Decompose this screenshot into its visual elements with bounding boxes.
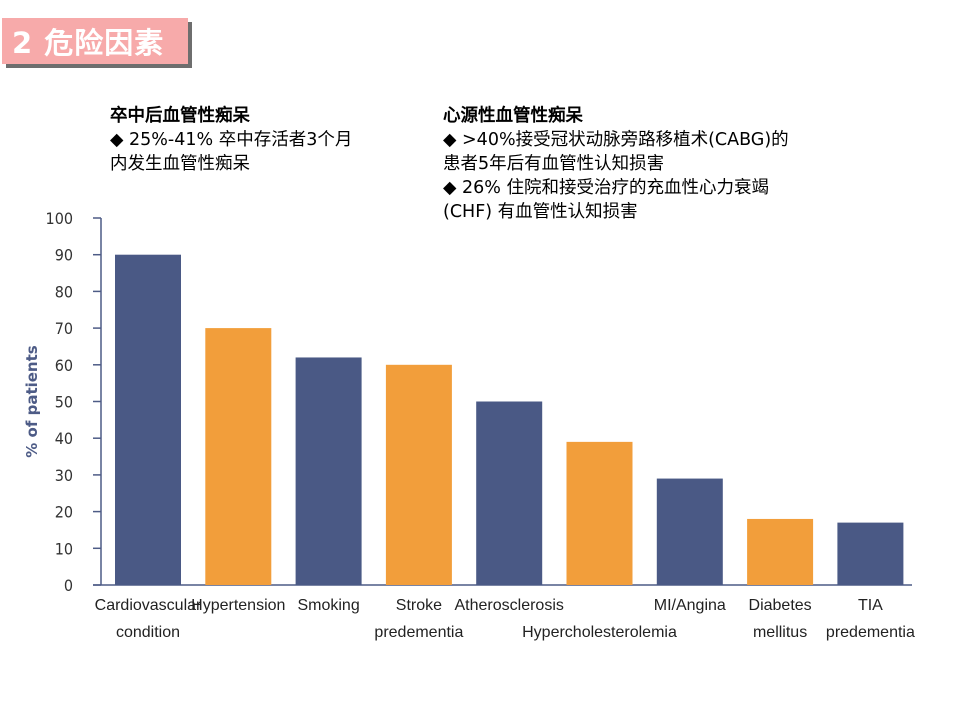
y-tick-label: 10 <box>55 539 73 558</box>
y-tick-label: 30 <box>55 466 73 485</box>
category-label: MI/Angina <box>654 597 726 614</box>
y-tick-label: 100 <box>46 209 73 228</box>
cardiac-dementia-text: 心源性血管性痴呆 ◆ >40%接受冠状动脉旁路移植术(CABG)的 患者5年后有… <box>443 104 789 224</box>
bar-2 <box>295 357 362 585</box>
y-axis-label: % of patients <box>23 345 41 457</box>
category-label: Hypertension <box>191 597 285 614</box>
category-label: mellitus <box>753 624 807 641</box>
y-tick-label: 0 <box>64 576 73 595</box>
bar-4 <box>476 401 543 585</box>
stroke-dementia-line-2: 内发生血管性痴呆 <box>110 154 250 174</box>
category-label: Atherosclerosis <box>455 597 564 614</box>
category-label: Cardiovascular <box>95 597 202 614</box>
y-tick-label: 70 <box>55 319 73 338</box>
slide-title-box: 2 危险因素 <box>2 18 188 64</box>
y-tick-label: 60 <box>55 356 73 375</box>
bar-7 <box>747 518 814 585</box>
category-label: condition <box>116 624 180 641</box>
y-tick-label: 40 <box>55 429 73 448</box>
category-label: Diabetes <box>749 597 812 614</box>
category-label: Hypercholesterolemia <box>522 624 677 641</box>
bar-5 <box>566 441 633 585</box>
cardiac-dementia-line-2: 患者5年后有血管性认知损害 <box>443 154 665 174</box>
category-label: predementia <box>374 624 463 641</box>
cardiac-dementia-heading: 心源性血管性痴呆 <box>443 106 583 126</box>
cardiac-dementia-line-3: ◆ 26% 住院和接受治疗的充血性心力衰竭 <box>443 178 769 198</box>
y-tick-label: 20 <box>55 503 73 522</box>
y-tick-label: 50 <box>55 393 73 412</box>
bar-6 <box>656 478 723 585</box>
bar-0 <box>115 254 181 585</box>
bar-8 <box>837 522 904 585</box>
stroke-dementia-heading: 卒中后血管性痴呆 <box>110 106 250 126</box>
stroke-dementia-text: 卒中后血管性痴呆 ◆ 25%-41% 卒中存活者3个月 内发生血管性痴呆 <box>110 104 352 176</box>
category-label: TIA <box>858 597 883 614</box>
cardiac-dementia-line-4: (CHF) 有血管性认知损害 <box>443 202 638 222</box>
cardiac-dementia-line-1: ◆ >40%接受冠状动脉旁路移植术(CABG)的 <box>443 130 789 150</box>
bar-3 <box>385 364 452 585</box>
y-tick-label: 90 <box>55 246 73 265</box>
category-label: Smoking <box>297 597 359 614</box>
category-label: Stroke <box>396 597 442 614</box>
y-tick-label: 80 <box>55 282 73 301</box>
stroke-dementia-line-1: ◆ 25%-41% 卒中存活者3个月 <box>110 130 353 150</box>
category-label: predementia <box>826 624 915 641</box>
slide-title: 2 危险因素 <box>12 26 165 60</box>
bar-1 <box>205 328 272 585</box>
